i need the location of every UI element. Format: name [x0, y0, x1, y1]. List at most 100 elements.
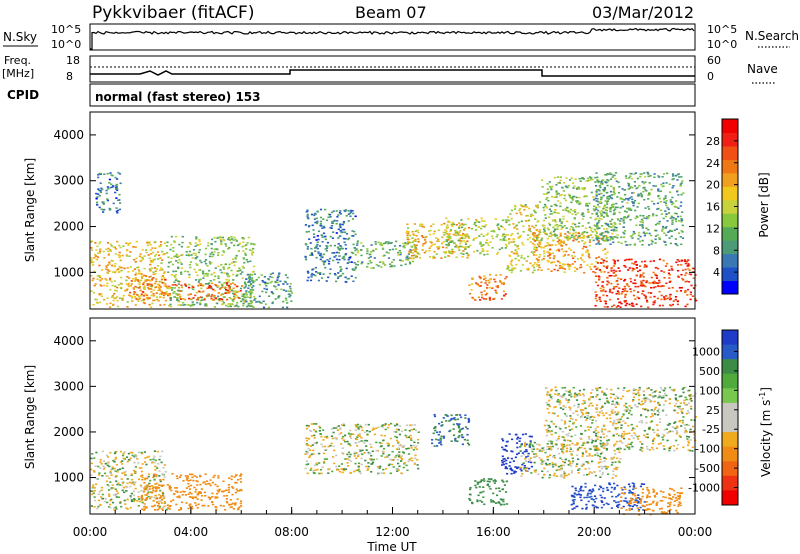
power-cell: [542, 246, 545, 249]
velocity-cell: [125, 456, 129, 458]
power-cell: [117, 254, 120, 256]
power-cell: [608, 239, 612, 241]
power-cell: [311, 268, 314, 271]
power-cell: [661, 285, 664, 287]
power-cell: [320, 254, 323, 256]
velocity-cell: [364, 431, 367, 434]
power-cell: [633, 263, 636, 265]
power-cell: [634, 298, 637, 300]
power-cell: [627, 188, 630, 190]
power-cell: [535, 254, 538, 256]
power-cell: [110, 280, 113, 283]
power-cell: [538, 241, 541, 244]
power-cell: [182, 298, 185, 300]
velocity-cell: [505, 462, 508, 465]
power-cell: [150, 253, 153, 255]
power-cell: [546, 196, 549, 199]
velocity-cell: [158, 500, 161, 503]
power-cell: [605, 238, 608, 240]
power-cell: [555, 192, 558, 194]
power-cell: [652, 185, 655, 187]
power-cell: [129, 291, 132, 294]
power-cell: [604, 239, 607, 242]
power-cell: [201, 270, 205, 273]
power-cell: [206, 287, 209, 290]
power-cell: [560, 193, 563, 196]
power-cell: [180, 263, 183, 265]
power-cell: [322, 232, 326, 235]
power-cell: [262, 300, 265, 303]
power-cell: [619, 306, 622, 308]
power-cell: [157, 286, 160, 288]
power-colorbar-swatch: [722, 145, 738, 160]
velocity-cell: [397, 469, 400, 471]
power-cell: [537, 264, 541, 266]
velocity-cell: [398, 465, 401, 468]
power-cell: [196, 298, 199, 301]
power-cell: [118, 297, 122, 300]
power-cell: [586, 205, 589, 207]
power-cell: [572, 239, 575, 242]
power-cell: [241, 298, 244, 300]
power-cell: [624, 266, 627, 268]
velocity-cell: [382, 447, 386, 450]
velocity-cell: [318, 452, 321, 455]
power-cell: [197, 281, 200, 283]
power-cell: [646, 171, 649, 174]
power-cell: [284, 297, 288, 300]
velocity-cell: [147, 475, 150, 478]
power-cell: [305, 258, 308, 261]
power-cell: [624, 296, 627, 298]
power-cell: [220, 243, 223, 246]
velocity-cell: [409, 437, 412, 440]
velocity-cell: [95, 477, 98, 480]
power-cell: [112, 271, 115, 273]
power-cell: [171, 284, 174, 286]
power-cell: [222, 250, 225, 252]
power-cell: [620, 302, 623, 305]
power-cell: [444, 229, 447, 231]
power-cell: [548, 235, 551, 238]
power-cell: [528, 207, 531, 210]
velocity-cell: [181, 494, 184, 496]
velocity-cell: [168, 488, 171, 490]
power-cell: [671, 173, 675, 175]
power-cell: [109, 249, 112, 251]
power-cell: [570, 255, 574, 257]
velocity-cell: [130, 482, 133, 485]
power-cell: [221, 293, 225, 295]
power-cell: [424, 236, 427, 239]
power-cell: [653, 295, 656, 298]
power-cell: [459, 229, 462, 232]
power-cell: [185, 251, 188, 253]
velocity-cell: [238, 506, 241, 508]
power-cell: [639, 214, 642, 217]
power-cell: [188, 304, 191, 306]
power-cell: [126, 249, 129, 252]
power-cell: [587, 235, 590, 237]
velocity-cell: [407, 436, 410, 438]
power-cell: [90, 261, 93, 264]
power-cell: [617, 267, 620, 269]
velocity-cell: [143, 506, 146, 508]
power-cell: [118, 255, 121, 257]
power-cell: [506, 265, 510, 267]
power-cell: [366, 250, 369, 252]
power-cell: [566, 238, 569, 240]
velocity-cell: [349, 472, 353, 474]
power-cell: [564, 209, 568, 211]
power-cell: [324, 266, 327, 269]
power-cell: [663, 277, 666, 279]
power-cell: [535, 258, 538, 260]
power-cell: [608, 207, 611, 209]
velocity-cell: [456, 418, 459, 421]
power-cell: [397, 254, 400, 256]
power-cell: [597, 181, 600, 184]
power-cell: [450, 240, 453, 242]
power-cell: [194, 257, 197, 260]
power-cell: [328, 260, 331, 263]
power-cell: [527, 267, 530, 270]
velocity-cell: [199, 483, 202, 486]
power-cell: [658, 176, 661, 178]
power-cell: [110, 183, 113, 186]
